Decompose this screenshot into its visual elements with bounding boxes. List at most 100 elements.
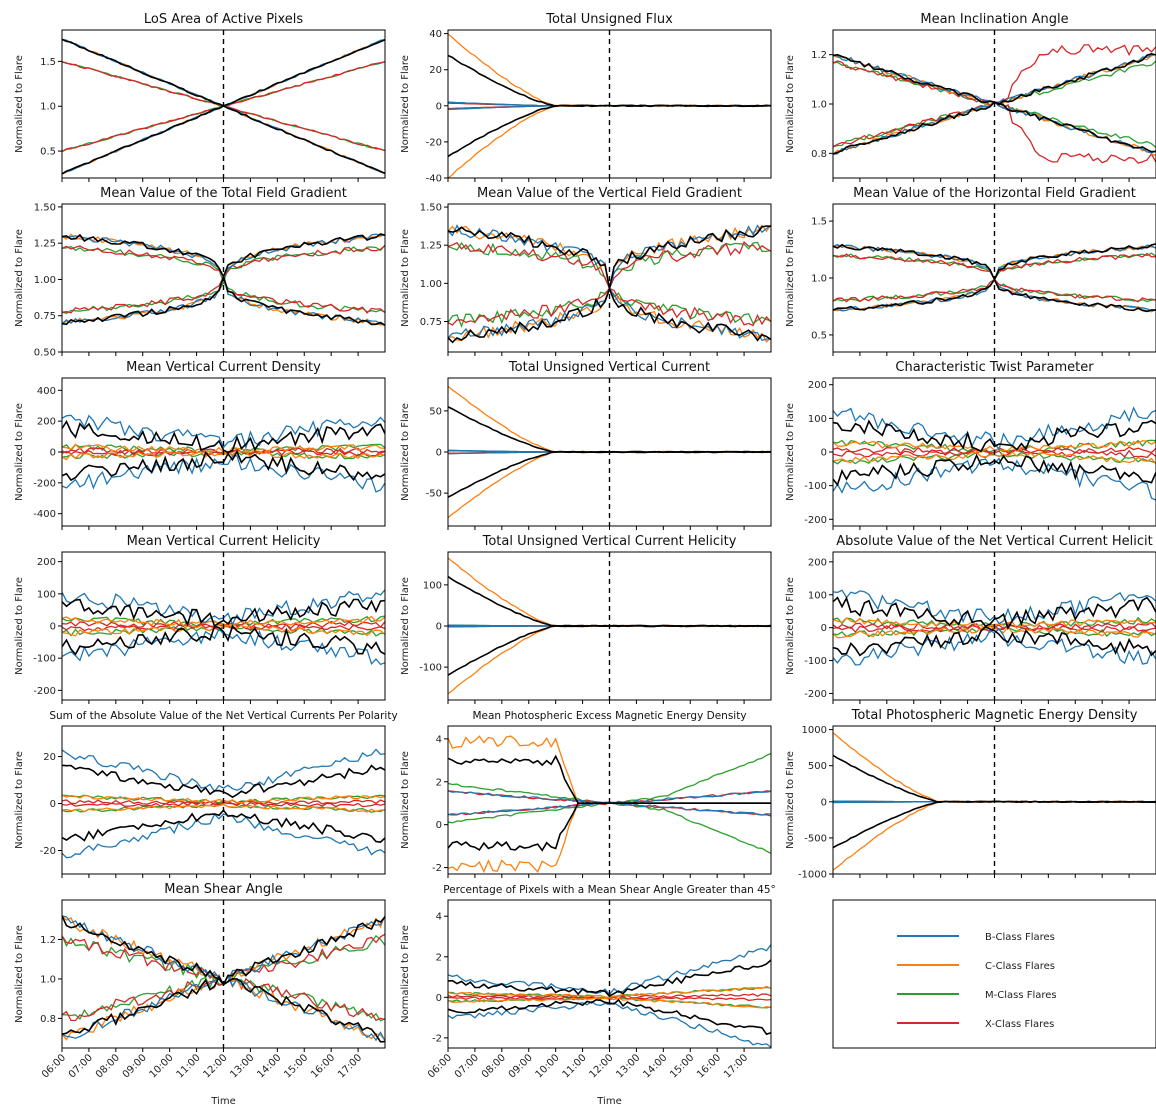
y-tick-label: 1.5 <box>811 217 827 228</box>
panel-4: Mean Value of the Vertical Field Gradien… <box>400 186 772 356</box>
y-axis-label: Normalized to Flare <box>400 403 411 501</box>
y-tick-label: 200 <box>37 557 56 568</box>
y-tick-label: 100 <box>37 589 56 600</box>
orange-series-line <box>62 803 385 813</box>
panel-16: Percentage of Pixels with a Mean Shear A… <box>400 884 776 1107</box>
y-tick-label: 400 <box>37 386 56 397</box>
y-tick-label: -20 <box>426 137 442 148</box>
panel-title: Total Unsigned Flux <box>545 12 673 27</box>
panel-0: LoS Area of Active Pixels Normalized to F… <box>14 12 386 182</box>
blue-series-line <box>62 454 385 493</box>
panel-title: Total Photospheric Magnetic Energy Densi… <box>851 708 1138 723</box>
y-axis-label: Normalized to Flare <box>785 403 796 501</box>
legend-label: X-Class Flares <box>985 1019 1054 1030</box>
legend: B-Class Flares C-Class Flares M-Class Flar… <box>832 899 1156 1049</box>
y-tick-label: 0.75 <box>420 317 442 328</box>
panel-frame <box>447 203 772 353</box>
panel-1: Total Unsigned Flux Normalized to Flare -4… <box>400 12 772 185</box>
x-tick-label: 16:00 <box>695 1052 723 1080</box>
panel-frame <box>832 551 1156 701</box>
panel-title: Mean Value of the Horizontal Field Gradi… <box>853 186 1136 201</box>
panel-frame <box>832 29 1156 179</box>
panel-7: Total Unsigned Vertical Current Normalize… <box>400 360 772 530</box>
y-tick-label: 0 <box>50 622 56 633</box>
panel-9: Mean Vertical Current Helicity Normalized… <box>14 534 386 704</box>
y-tick-label: 1.0 <box>40 102 56 113</box>
y-axis-label: Normalized to Flare <box>14 751 25 849</box>
x-tick-label: 14:00 <box>641 1052 669 1080</box>
panel-title: Mean Shear Angle <box>164 882 282 897</box>
legend-label: B-Class Flares <box>985 932 1055 943</box>
y-tick-label: 1.25 <box>34 239 56 250</box>
panel-frame <box>61 899 386 1049</box>
y-axis-label: Normalized to Flare <box>14 55 25 153</box>
panel-frame <box>61 725 386 875</box>
legend-frame <box>832 899 1156 1049</box>
x-tick-label: 10:00 <box>534 1052 562 1080</box>
x-tick-label: 11:00 <box>175 1052 203 1080</box>
y-tick-label: 0 <box>821 797 827 808</box>
black-series-line <box>448 959 771 998</box>
black-series-line <box>62 598 385 628</box>
x-tick-label: 09:00 <box>121 1052 149 1080</box>
y-axis-label: Normalized to Flare <box>785 229 796 327</box>
panel-title: Mean Inclination Angle <box>920 12 1068 27</box>
x-tick-label: 13:00 <box>228 1052 256 1080</box>
panel-title: Absolute Value of the Net Vertical Curre… <box>836 534 1152 549</box>
y-tick-label: -500 <box>804 833 827 844</box>
panel-frame <box>447 899 772 1049</box>
panel-frame <box>447 725 772 875</box>
blue-series-line <box>448 944 771 996</box>
y-tick-label: 500 <box>808 761 827 772</box>
y-tick-label: -40 <box>426 174 442 185</box>
black-series-line <box>62 624 385 656</box>
panel-3: Mean Value of the Total Field Gradient No… <box>14 186 386 359</box>
y-tick-label: 0 <box>821 448 827 459</box>
y-tick-label: 2 <box>436 777 442 788</box>
y-tick-label: 0 <box>436 820 442 831</box>
y-tick-label: 0.75 <box>34 311 56 322</box>
y-tick-label: 0.5 <box>40 147 56 158</box>
x-tick-label: 06:00 <box>40 1052 68 1080</box>
x-tick-label: 12:00 <box>201 1052 229 1080</box>
panel-frame <box>447 377 772 527</box>
panel-14: Total Photospheric Magnetic Energy Densi… <box>785 708 1156 881</box>
panel-title: Sum of the Absolute Value of the Net Ver… <box>49 710 397 722</box>
y-tick-label: -400 <box>33 509 56 520</box>
plot-area <box>448 944 771 1048</box>
green-series-line <box>833 252 1156 281</box>
y-tick-label: -200 <box>804 515 827 526</box>
panel-frame <box>447 551 772 701</box>
panel-10: Total Unsigned Vertical Current Helicity… <box>400 534 772 704</box>
panel-title: Percentage of Pixels with a Mean Shear A… <box>443 884 776 896</box>
panel-title: Mean Vertical Current Density <box>126 360 321 375</box>
y-tick-label: -2 <box>432 863 442 874</box>
y-tick-label: -200 <box>804 689 827 700</box>
y-tick-label: 2 <box>436 952 442 963</box>
y-axis-label: Normalized to Flare <box>14 577 25 675</box>
y-tick-label: 4 <box>436 912 442 923</box>
panel-title: Mean Value of the Vertical Field Gradien… <box>477 186 742 201</box>
black-series-line <box>833 625 1156 657</box>
x-tick-label: 15:00 <box>282 1052 310 1080</box>
y-tick-label: 40 <box>429 29 442 40</box>
y-tick-label: 1000 <box>802 725 827 736</box>
x-tick-label: 11:00 <box>561 1052 589 1080</box>
y-axis-label: Normalized to Flare <box>14 925 25 1023</box>
y-tick-label: 0 <box>436 622 442 633</box>
y-tick-label: -100 <box>33 654 56 665</box>
panel-15: Mean Shear Angle Normalized to Flare 0.8 1.… <box>14 882 386 1107</box>
y-tick-label: 200 <box>37 417 56 428</box>
orange-series-line <box>448 985 771 999</box>
x-tick-label: 08:00 <box>480 1052 508 1080</box>
panel-title: LoS Area of Active Pixels <box>144 12 303 27</box>
black-series-line <box>448 54 771 108</box>
black-series-line <box>833 419 1156 453</box>
y-tick-label: 20 <box>43 752 56 763</box>
legend-label: M-Class Flares <box>985 990 1057 1001</box>
blue-series-line <box>62 748 385 793</box>
x-tick-label: 17:00 <box>722 1052 750 1080</box>
y-axis-label: Normalized to Flare <box>400 229 411 327</box>
panel-5: Mean Value of the Horizontal Field Gradi… <box>785 186 1156 356</box>
y-tick-label: 0.8 <box>40 1014 56 1025</box>
